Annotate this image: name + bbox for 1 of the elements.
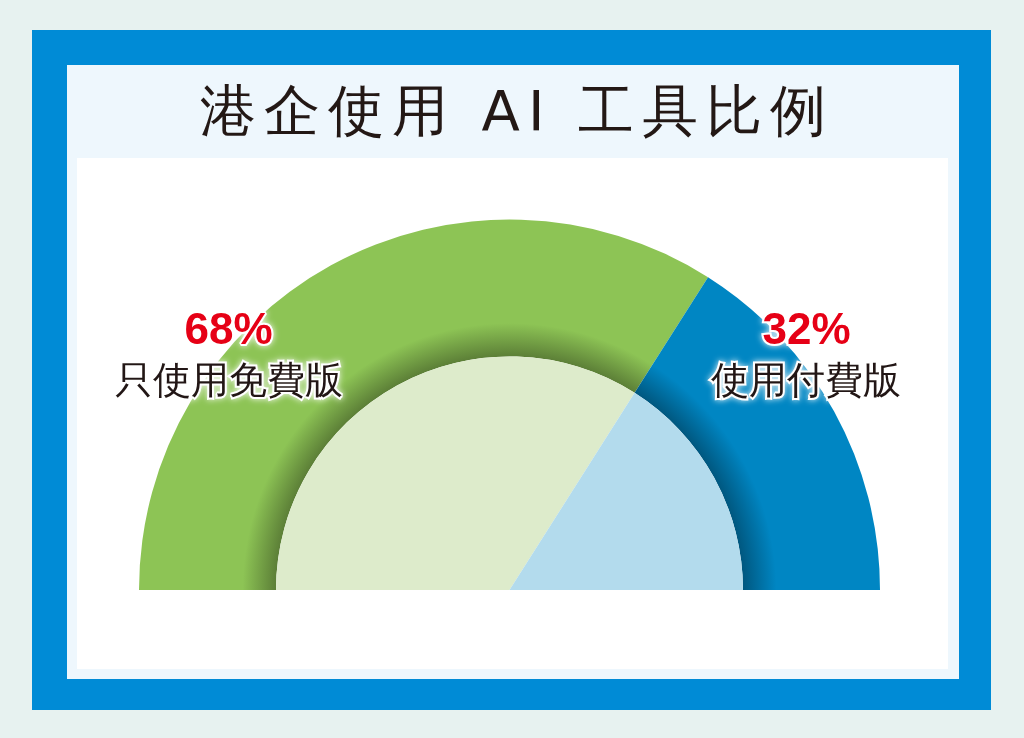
chart-title: 港企使用 AI 工具比例 <box>198 76 836 145</box>
